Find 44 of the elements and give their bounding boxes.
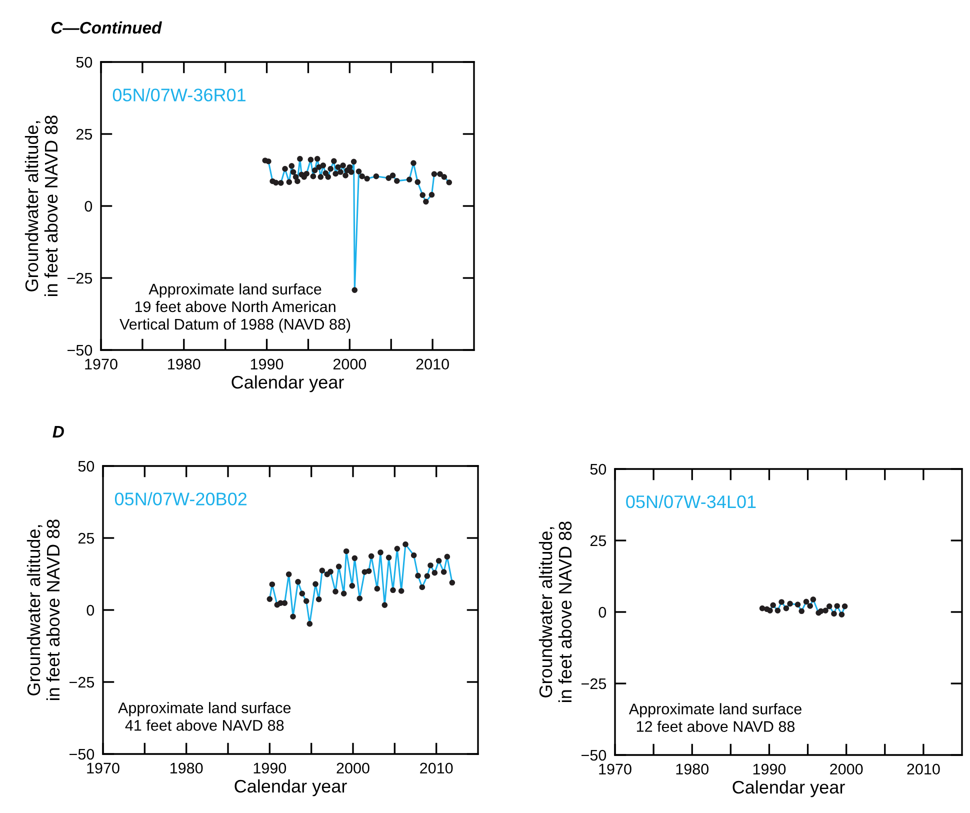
x-tick-label: 2010 [907, 764, 940, 775]
annotation: Approximate land surface 41 feet above NAVD 88 [118, 702, 291, 731]
x-tick-label: 1980 [168, 358, 200, 370]
chart-title: D [52, 426, 64, 438]
annotation: Approximate land surface 19 feet above North American Vertical Datum of 1988 (NAVD 88) [120, 283, 350, 333]
y-tick-label: −25 [70, 676, 94, 688]
y-tick-label: 50 [590, 464, 606, 475]
y-tick-label: −50 [68, 344, 92, 356]
y-tick-label: 0 [84, 200, 92, 212]
x-tick-label: 1990 [250, 358, 284, 370]
y-tick-label: 50 [76, 56, 92, 68]
x-tick-label: 2010 [420, 762, 453, 774]
x-axis-title: Calendar year [732, 780, 845, 798]
x-tick-label: 1990 [753, 764, 786, 775]
y-axis-title: Groundwater altitude, in feet above NAVD 88 [24, 116, 58, 296]
x-tick-label: 1990 [254, 762, 286, 774]
y-tick-label: 25 [78, 532, 94, 544]
y-axis-title: Groundwater altitude, in feet above NAVD 88 [26, 520, 60, 700]
annotation: Approximate land surface 12 feet above NAVD 88 [628, 703, 802, 732]
y-tick-label: 25 [590, 535, 606, 546]
y-tick-label: −25 [582, 678, 606, 690]
x-tick-label: 2000 [830, 764, 863, 775]
y-tick-label: 50 [78, 460, 94, 472]
x-tick-label: 1970 [87, 762, 120, 774]
chart-title: C—Continued [51, 21, 162, 34]
text: 05N/07W-34L01 [626, 494, 756, 508]
text: 05N/07W-20B02 [114, 492, 247, 506]
y-tick-label: 25 [76, 128, 92, 140]
x-tick-label: 1980 [170, 762, 203, 774]
x-tick-label: 2000 [333, 358, 366, 370]
x-tick-label: 1980 [676, 764, 709, 775]
y-axis-title: Groundwater altitude, in feet above NAVD 88 [538, 522, 572, 702]
x-tick-label: 2000 [336, 762, 370, 774]
y-tick-label: −25 [68, 272, 92, 284]
x-tick-label: 1970 [85, 358, 118, 370]
x-tick-label: 1970 [599, 764, 632, 775]
x-axis-title: Calendar year [234, 779, 347, 796]
y-tick-label: 0 [598, 606, 606, 618]
y-tick-label: −50 [582, 750, 606, 761]
x-axis-title: Calendar year [232, 375, 344, 392]
y-tick-label: −50 [70, 748, 94, 760]
y-tick-label: 0 [86, 604, 94, 616]
x-tick-label: 2010 [416, 358, 449, 370]
text: 05N/07W-36R01 [112, 88, 246, 102]
